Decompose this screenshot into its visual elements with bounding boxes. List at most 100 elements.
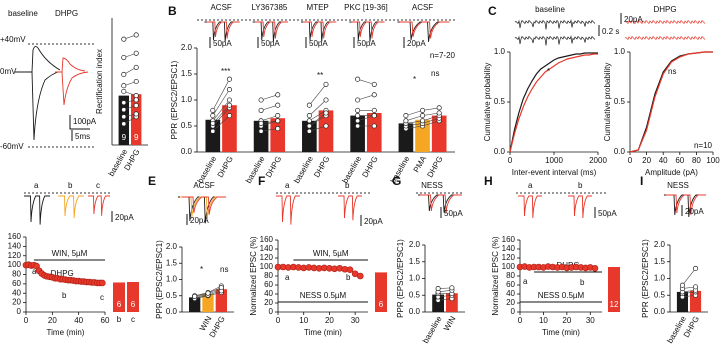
scale-labels: 100pA [73,117,97,126]
bar [189,297,201,312]
data-point [355,107,361,113]
y-axis-label: Cumulative probability [483,63,492,142]
time-labels: a [32,267,37,276]
y-tick-label: 0.5 [181,121,193,130]
paired-line [261,128,278,132]
data-point [133,78,139,85]
y-axis-label: Normalized EPSC (%) [491,236,500,315]
paired-line [405,110,423,116]
drug-label: NESS 0.5µM [538,291,585,300]
y-tick-label: 80 [264,271,273,280]
summary-bar [608,267,620,312]
y-tick-label: 1.0 [166,275,178,284]
trace [624,19,706,25]
y-tick-label: 0.0 [409,307,421,316]
paired-line [309,99,327,116]
data-point [403,118,409,124]
bar [690,290,702,312]
data-point [121,83,127,89]
paired-line [309,115,327,127]
x-axis-label: Time (min) [542,328,580,337]
data-point [346,266,354,274]
y-tick-label: 0.5 [654,290,666,299]
trace [88,195,110,216]
time-labels: c [96,181,100,190]
time-labels: b [62,291,67,300]
x-tick-label: 0 [24,316,29,325]
data-point [258,107,264,113]
y-tick-label: 0 [269,307,274,316]
data-point [133,102,139,109]
annotations: *** [221,67,230,76]
data-point [306,123,312,129]
time-labels: a [528,181,533,190]
data-point [226,113,233,119]
scale-labels: 5ms [75,132,90,141]
data-point [306,102,312,108]
x-tick-label: 20 [642,156,651,165]
group-label: ACSF [210,3,231,12]
series: baseline [535,5,565,14]
time-labels: c [100,293,104,302]
x-tick-label: 30 [586,316,595,325]
time-labels: b [68,181,73,190]
title: NESS [421,181,443,190]
paired-line [357,78,375,85]
data-point [133,97,139,103]
paired-line [212,104,230,124]
scale-labels: 50pA [357,39,376,48]
data-point [258,128,264,134]
y-tick-label: 2.0 [166,242,178,251]
x-tick-label: 80 [692,156,701,165]
data-point [121,100,127,106]
scale-labels: 50pA [598,209,617,218]
data-point [210,113,216,119]
bar [676,291,688,312]
trace [399,21,450,39]
y-tick-label: 20 [264,298,273,307]
data-point [323,81,329,87]
count-label: 9 [122,133,127,142]
labels: DHPG [55,9,78,18]
summary-bar [127,282,139,312]
y-axis-label: PPR (EPSC2/EPSC1) [641,239,650,318]
trace [338,195,362,221]
annotations: * [547,67,550,76]
paired-line [309,84,327,106]
y-tick-label: 0.5 [409,290,421,299]
paired-line [405,120,423,124]
cdf-line [509,52,598,153]
category-label: DHPG [264,155,283,180]
y-tick-label: 40 [506,289,515,298]
data-point [226,76,233,82]
trace [15,71,59,141]
trace [351,21,385,39]
paired-line [212,107,230,127]
data-point [449,285,455,291]
paired-line [405,115,423,122]
scale-labels: 50pA [309,39,328,48]
y-axis-label: PPR (EPSC2/EPSC1) [396,239,405,318]
y-tick-label: 60 [12,279,21,288]
y-tick-label: 0 [17,307,22,316]
data-point [121,88,127,94]
scale-labels: 20pA [364,217,383,226]
data-point [306,128,312,134]
category-label: baseline [421,314,444,345]
data-point [419,113,426,119]
category-label: DHPG [216,155,235,180]
trace [24,195,50,225]
category-label: c [131,315,135,324]
trace [58,195,84,219]
bar [318,110,334,152]
data-point [133,32,139,38]
time-labels: b [578,181,583,190]
y-tick-label: 80 [12,270,21,279]
x-tick-label: 10 [539,316,548,325]
time-labels: a [285,181,290,190]
y-tick-label: 80 [506,271,515,280]
bar [366,113,382,152]
voltage-labels: 0mV [0,67,17,76]
paired-line [212,99,230,121]
time-labels: a [285,273,290,282]
